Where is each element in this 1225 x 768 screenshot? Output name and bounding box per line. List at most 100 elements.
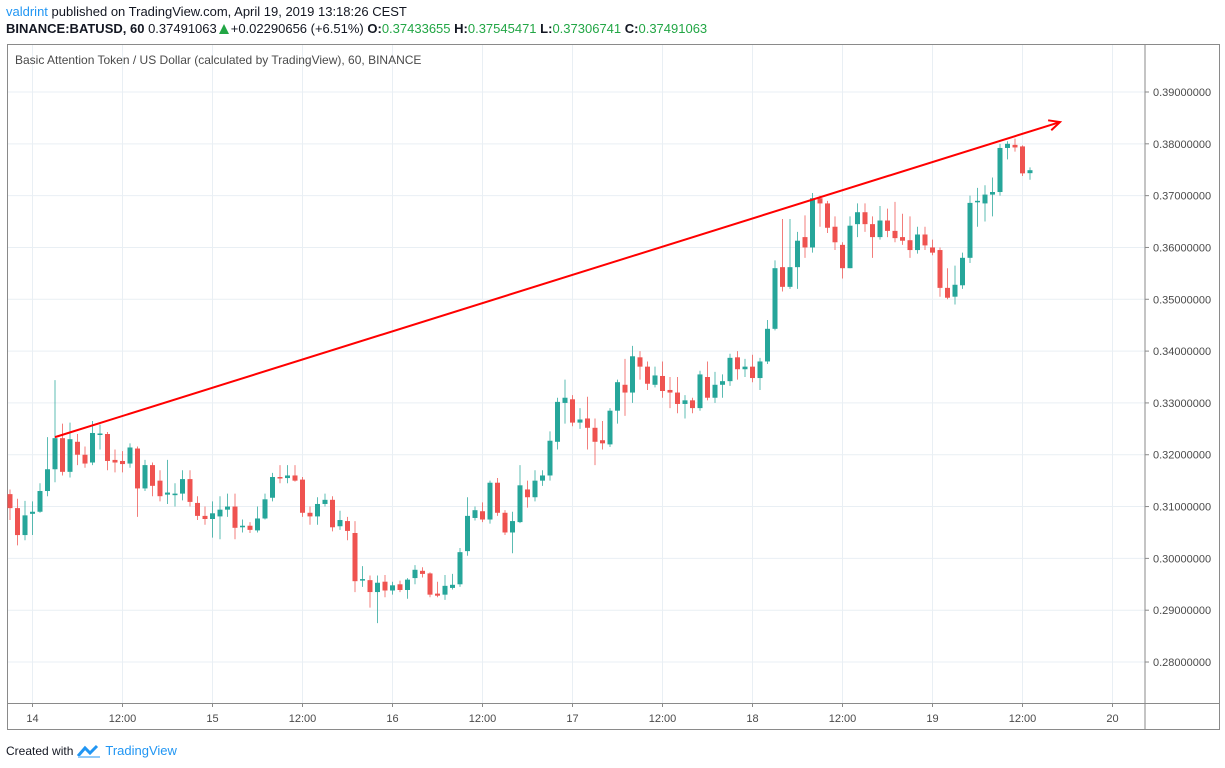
- open-label: O:: [367, 21, 382, 36]
- candle-body: [232, 506, 238, 528]
- candle-up: [577, 408, 583, 429]
- trendline[interactable]: [54, 119, 1063, 439]
- tradingview-brand-link[interactable]: TradingView: [105, 743, 177, 758]
- candle-down: [660, 361, 665, 398]
- candle-down: [862, 203, 868, 232]
- price-axis[interactable]: 0.28000000 0.29000000 0.30000000 0.31000000…: [1145, 87, 1211, 669]
- candle-body: [427, 573, 433, 595]
- time-axis[interactable]: 14 12:00 15 12:00 16 12:00 17 12:00 18 12:00 19 12:…: [26, 703, 1119, 725]
- candle-body: [405, 579, 410, 590]
- candle-body: [892, 230, 898, 239]
- candle-down: [277, 465, 283, 484]
- candle-body: [540, 475, 545, 481]
- candle-down: [300, 477, 305, 517]
- candle-down: [690, 397, 695, 414]
- time-tick-label: 12:00: [289, 713, 317, 725]
- candle-body: [1005, 143, 1010, 148]
- candle-body: [75, 441, 80, 455]
- candle-body: [1027, 170, 1033, 174]
- low-value: 0.37306741: [552, 21, 622, 36]
- candle-up: [607, 408, 613, 447]
- candle-body: [82, 454, 88, 464]
- candle-up: [180, 470, 185, 501]
- candle-body: [187, 479, 193, 502]
- candle-body: [900, 237, 905, 241]
- candle-body: [862, 212, 868, 225]
- candle-up: [1005, 141, 1010, 160]
- candle-down: [870, 216, 875, 258]
- candle-up: [975, 187, 980, 227]
- candle-body: [952, 284, 958, 297]
- candle-body: [787, 267, 793, 287]
- candle-body: [720, 381, 725, 385]
- author-link[interactable]: valdrint: [6, 4, 48, 19]
- candle-up: [45, 437, 50, 497]
- candle-down: [525, 480, 530, 508]
- candle-body: [472, 510, 478, 518]
- candle-body: [847, 225, 853, 269]
- candle-body: [22, 515, 28, 536]
- candle-body: [285, 475, 290, 479]
- candle-body: [52, 438, 58, 470]
- candle-body: [585, 418, 590, 428]
- candle-up: [997, 143, 1003, 196]
- candle-up: [967, 195, 973, 264]
- candle-up: [97, 424, 103, 450]
- price-tick-label: 0.39000000: [1153, 87, 1211, 99]
- candle-body: [675, 392, 680, 404]
- candle-up: [465, 497, 470, 556]
- candle-down: [637, 351, 643, 380]
- chart-frame: [7, 44, 1220, 730]
- candle-down: [885, 208, 890, 238]
- candle-down: [675, 377, 680, 414]
- candle-body: [450, 584, 455, 588]
- trendline-arrowhead-icon: [1047, 119, 1063, 131]
- candle-body: [682, 400, 688, 404]
- time-tick-label: 14: [26, 713, 38, 725]
- candle-up: [165, 459, 170, 504]
- candle-up: [1027, 167, 1033, 180]
- candle-down: [817, 195, 823, 227]
- candle-body: [600, 440, 605, 444]
- candle-down: [195, 496, 200, 521]
- candle-down: [330, 496, 335, 532]
- candle-up: [127, 443, 133, 468]
- price-tick-label: 0.36000000: [1153, 242, 1211, 254]
- candle-up: [255, 506, 260, 533]
- candle-body: [435, 593, 440, 596]
- candle-body: [45, 469, 50, 492]
- candle-body: [615, 382, 620, 411]
- candle-body: [915, 234, 920, 251]
- candle-up: [450, 573, 455, 590]
- candle-body: [825, 203, 830, 228]
- time-tick-label: 17: [566, 713, 578, 725]
- trendline-segment[interactable]: [54, 121, 1061, 439]
- candle-body: [90, 432, 95, 463]
- candle-body: [15, 508, 20, 536]
- candle-up: [742, 358, 748, 378]
- symbol-name: BINANCE:BATUSD, 60: [6, 21, 145, 36]
- candle-body: [885, 220, 890, 231]
- candle-body: [37, 491, 43, 512]
- candle-up: [487, 480, 493, 524]
- candle-body: [735, 357, 740, 370]
- grid: [8, 45, 1145, 703]
- candle-down: [667, 377, 673, 409]
- candle-up: [375, 575, 380, 624]
- candle-up: [37, 483, 43, 513]
- candle-body: [247, 525, 253, 530]
- time-tick-label: 18: [746, 713, 758, 725]
- candle-down: [105, 431, 110, 471]
- candle-body: [345, 521, 350, 531]
- candle-up: [555, 397, 560, 450]
- candle-body: [457, 552, 463, 585]
- high-value: 0.37545471: [467, 21, 537, 36]
- candle-body: [150, 465, 155, 486]
- candle-body: [210, 513, 215, 519]
- candle-down: [945, 268, 950, 300]
- close-value: 0.37491063: [638, 21, 708, 36]
- candle-body: [382, 581, 388, 591]
- price-tick-label: 0.30000000: [1153, 553, 1211, 565]
- candle-body: [930, 247, 935, 253]
